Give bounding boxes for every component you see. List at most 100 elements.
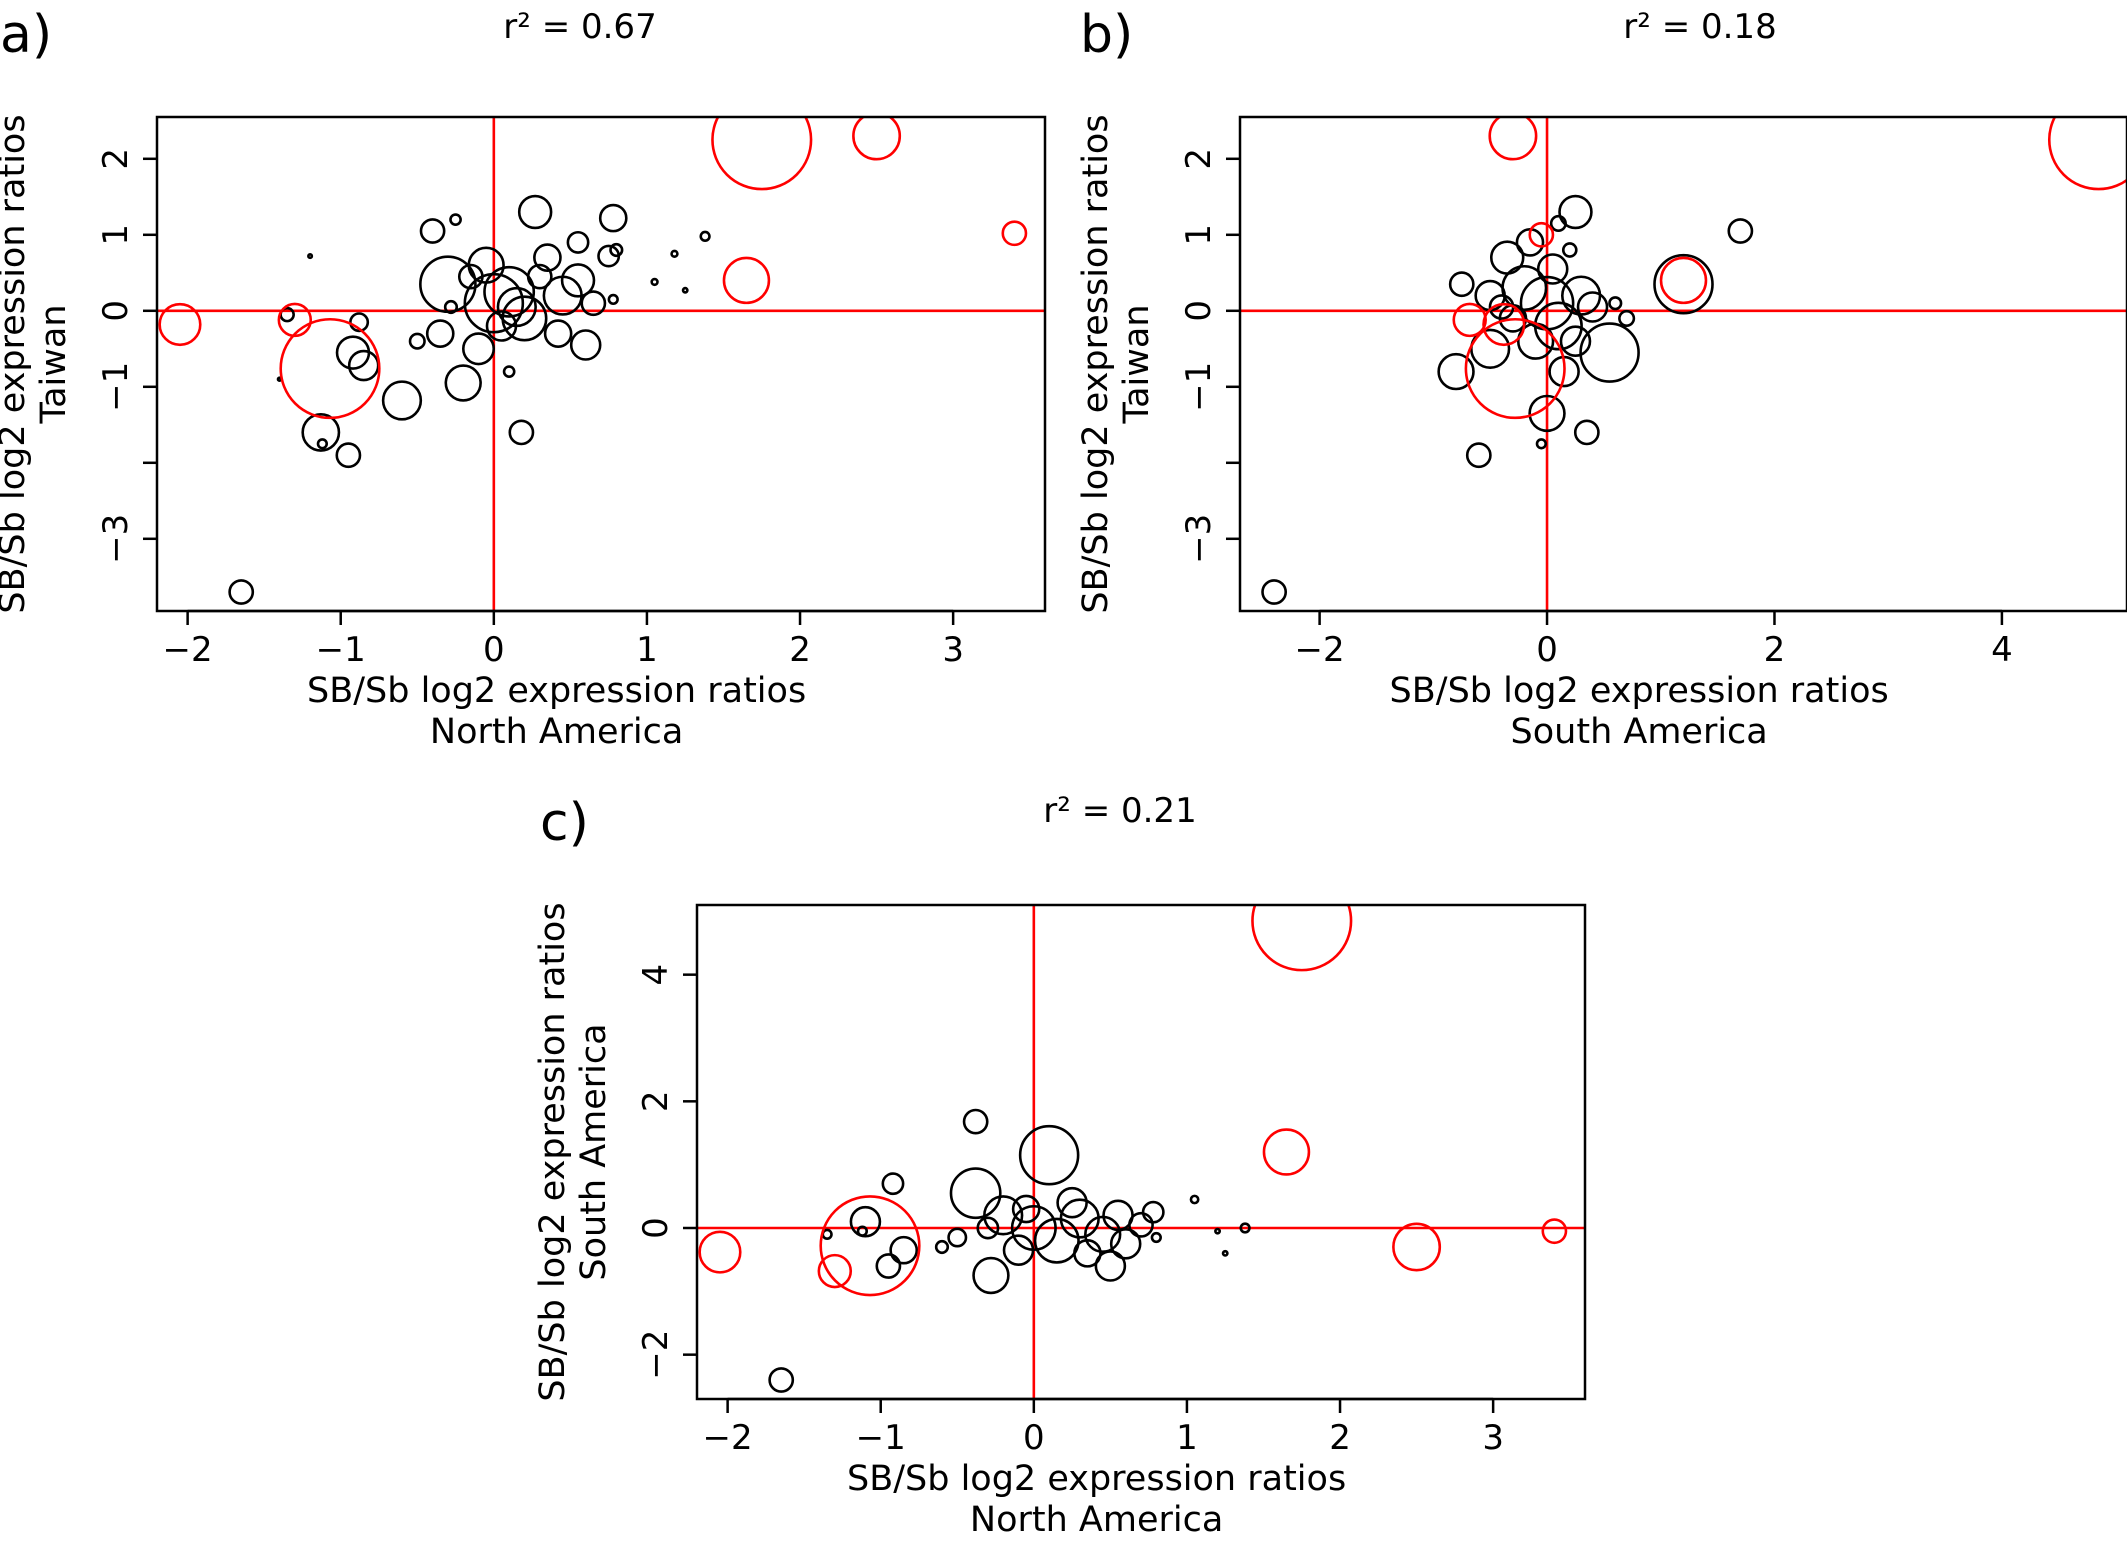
data-point [881,1172,905,1196]
x-tick-label: 0 [1536,630,1558,670]
y-tick-label: 0 [636,1217,676,1239]
panel-a: a) r² = 0.67 −2 −1 0 1 2 3 SB/Sb log2 expression… [0,5,1047,752]
y-tick-label: 1 [1179,224,1219,246]
data-point [1018,1124,1080,1186]
highlighted-data-point [158,302,202,347]
y-tick-label: 1 [96,224,136,246]
data-point [517,194,553,230]
y-tick-label: −1 [96,362,136,412]
x-tick-label: 2 [1329,1418,1351,1458]
data-point [569,329,602,361]
x-tick-label: 4 [1991,630,2013,670]
data-point [768,1367,795,1393]
data-point [1727,218,1754,244]
plot-frame [155,115,1047,613]
y-tick-label: 2 [1179,148,1219,170]
data-point [457,263,484,290]
data-point [934,1239,950,1255]
y-tick-label: 0 [96,300,136,322]
x-tick-label: −2 [163,630,213,670]
data-point [543,319,573,348]
r-squared-label: r² = 0.67 [503,7,656,47]
data-point [983,1195,1024,1236]
data-point [1141,1200,1165,1224]
x-tick-label: 1 [1176,1418,1198,1458]
y-axis-title: SB/Sb log2 expression ratios [533,902,573,1401]
data-point [408,332,426,350]
data-point [349,312,370,333]
y-tick-label: 4 [636,964,676,986]
data-point [307,253,314,260]
x-tick-label: 0 [483,630,505,670]
data-point [1535,438,1548,450]
data-point [650,277,659,287]
data-point [1150,1231,1162,1244]
data-points [1261,117,2127,605]
y-axis-title: SB/Sb log2 expression ratios [0,114,33,613]
data-point [1558,194,1593,230]
highlighted-data-point [1488,117,1538,161]
highlighted-data-point [1541,1218,1568,1245]
data-point [461,332,496,366]
highlighted-data-point [2047,117,2127,191]
data-point [972,1256,1010,1295]
plot-frame [695,903,1587,1401]
data-point [443,299,459,315]
data-point [335,335,371,370]
data-point [444,364,482,402]
r-squared-label: r² = 0.18 [1623,7,1776,47]
data-point [228,579,255,605]
highlighted-data-point [1001,220,1028,247]
y-tick-label: 0 [1179,300,1219,322]
data-point [1239,1222,1251,1234]
data-point [1073,1238,1102,1268]
highlighted-data-point [817,1253,853,1289]
data-point [1561,275,1602,316]
y-axis: 2 1 0 −1 −3 SB/Sb log2 expression ratiosTaiwa… [0,114,157,614]
highlighted-data-point [1528,221,1555,248]
data-point [1653,253,1714,315]
data-point [1221,1249,1229,1257]
x-tick-label: 2 [1764,630,1786,670]
data-point [335,442,362,469]
data-point [560,263,596,298]
data-point [607,293,619,306]
data-point [419,218,446,244]
x-tick-label: −1 [856,1418,906,1458]
data-point [1448,271,1475,298]
data-point [1261,579,1288,605]
data-point [1214,1227,1222,1235]
x-axis-subtitle: North America [970,1500,1223,1540]
data-point [889,1235,919,1265]
highlighted-data-point [1392,1222,1442,1272]
data-point [1618,309,1636,327]
data-point [316,438,329,450]
highlighted-data-point [1482,302,1526,347]
data-point [1561,242,1578,258]
data-point [1536,253,1569,285]
data-point [949,1167,1002,1220]
y-tick-label: −2 [636,1330,676,1380]
data-point [1189,1194,1200,1205]
data-point [1559,325,1592,358]
data-point [483,265,536,318]
x-axis-title: SB/Sb log2 expression ratios [847,1459,1346,1499]
x-axis-subtitle: South America [1511,712,1768,752]
data-point [609,242,624,258]
highlighted-data-point [1251,905,1353,972]
data-point [501,295,548,342]
x-tick-label: 0 [1023,1418,1045,1458]
x-tick-label: 3 [942,630,964,670]
data-point [598,203,628,233]
data-point [1549,214,1567,232]
highlighted-data-point [819,1195,921,1297]
highlighted-data-point [711,117,813,191]
data-point [1608,296,1623,311]
y-axis-subtitle: Taiwan [1117,304,1157,424]
data-point [533,243,562,272]
plot-frame [1238,115,2127,613]
data-point [1128,1211,1154,1238]
reference-lines [697,905,1585,1399]
data-point [301,412,341,452]
